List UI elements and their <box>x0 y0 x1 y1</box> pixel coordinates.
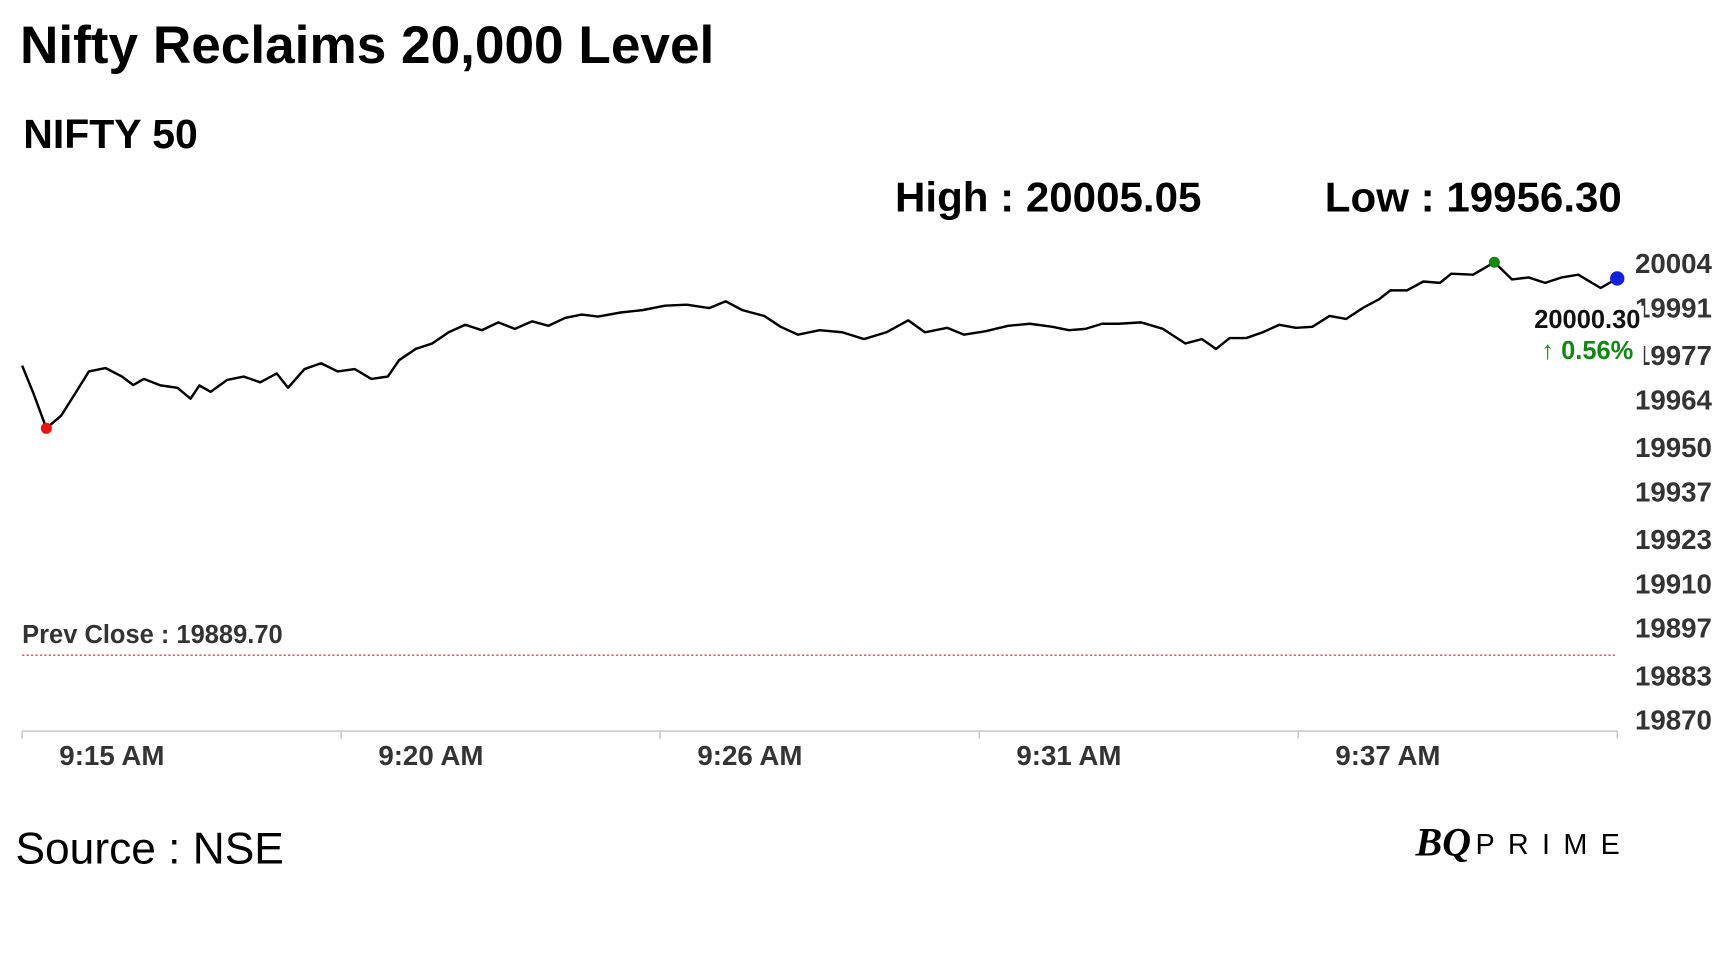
y-tick-label: 19991 <box>1635 292 1712 323</box>
prev-close-label: Prev Close : 19889.70 <box>22 621 283 649</box>
y-tick-label: 19897 <box>1635 613 1712 644</box>
chart-title: Nifty Reclaims 20,000 Level <box>20 16 714 75</box>
low-label: Low : 19956.30 <box>1325 174 1622 221</box>
change-label: ↑ 0.56% <box>1541 337 1633 365</box>
y-tick-label: 19910 <box>1635 568 1712 599</box>
source: Source : NSE <box>16 825 284 874</box>
x-tick-label: 9:37 AM <box>1335 740 1440 771</box>
y-tick-label: 19883 <box>1635 660 1712 691</box>
x-tick-label: 9:31 AM <box>1016 740 1121 771</box>
y-tick-label: 19870 <box>1635 705 1712 736</box>
y-tick-label: 19964 <box>1635 384 1713 415</box>
last-label-bg <box>1533 305 1644 370</box>
high-point <box>1488 256 1500 268</box>
chart-subtitle: NIFTY 50 <box>23 111 198 157</box>
y-tick-label: 20004 <box>1635 248 1713 279</box>
low-point <box>40 422 52 434</box>
x-tick-label: 9:26 AM <box>697 740 802 771</box>
y-tick-label: 19950 <box>1635 432 1712 463</box>
y-tick-label: 19937 <box>1635 476 1712 507</box>
high-label: High : 20005.05 <box>895 174 1201 221</box>
y-tick-label: 19977 <box>1635 340 1712 371</box>
last-value-label: 20000.30 <box>1534 306 1640 334</box>
price-line <box>21 261 1618 430</box>
y-tick-label: 19923 <box>1635 524 1712 555</box>
brand-name: PRIME <box>1475 829 1633 861</box>
x-tick-label: 9:20 AM <box>378 740 483 771</box>
last-point <box>1610 271 1625 286</box>
brand-mark: BQ <box>1415 819 1471 864</box>
x-tick-label: 9:15 AM <box>59 740 164 771</box>
